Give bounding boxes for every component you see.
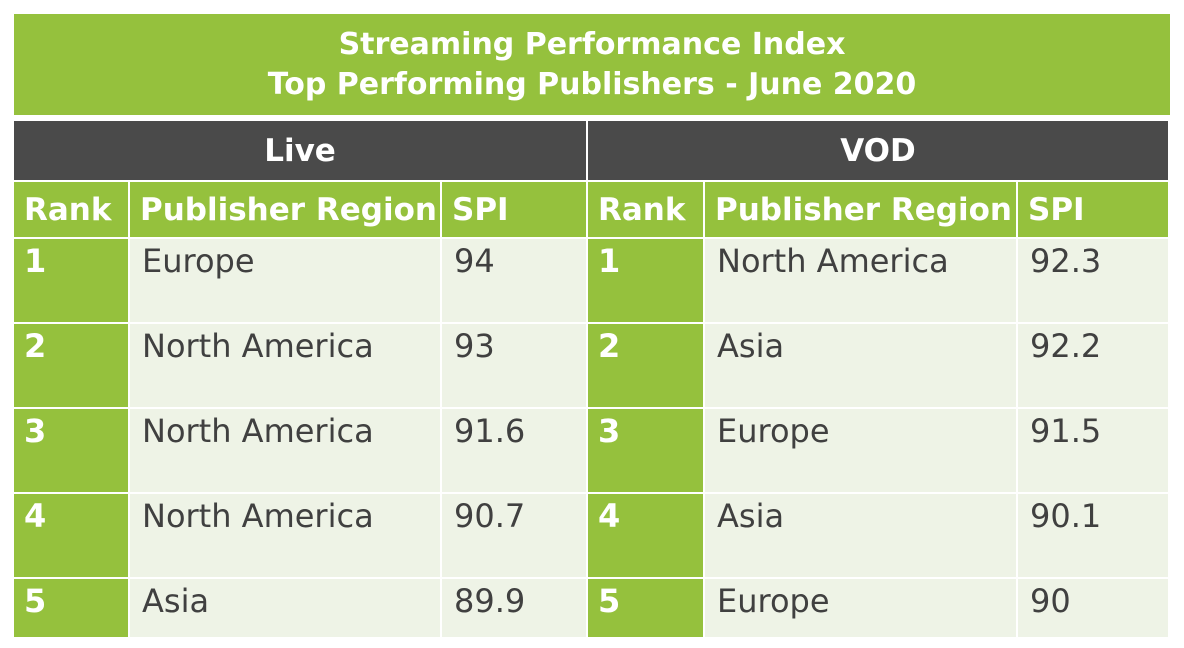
live-spi-cell: 91.6 xyxy=(442,409,586,492)
live-region-cell: North America xyxy=(130,409,440,492)
live-spi-cell: 89.9 xyxy=(442,579,586,637)
live-spi-cell: 94 xyxy=(442,239,586,322)
vod-region-cell: Asia xyxy=(705,324,1016,407)
live-rank-cell: 5 xyxy=(14,579,128,637)
table-row: 4 North America 90.7 4 Asia 90.1 xyxy=(14,494,1168,577)
live-region-cell: Europe xyxy=(130,239,440,322)
header-spi: SPI xyxy=(442,182,586,237)
header-region: Publisher Region xyxy=(130,182,440,237)
live-rank-cell: 2 xyxy=(14,324,128,407)
live-rank-cell: 4 xyxy=(14,494,128,577)
table-row: 5 Asia 89.9 5 Europe 90 xyxy=(14,579,1168,637)
header-rank: Rank xyxy=(588,182,703,237)
spi-table: Live VOD Rank Publisher Region SPI Rank … xyxy=(12,119,1170,639)
vod-rank-cell: 3 xyxy=(588,409,703,492)
column-header-row: Rank Publisher Region SPI Rank Publisher… xyxy=(14,182,1168,237)
vod-rank-cell: 5 xyxy=(588,579,703,637)
vod-region-cell: Europe xyxy=(705,409,1016,492)
table-row: 2 North America 93 2 Asia 92.2 xyxy=(14,324,1168,407)
vod-spi-cell: 92.2 xyxy=(1018,324,1168,407)
table-title: Streaming Performance Index Top Performi… xyxy=(14,14,1170,115)
live-spi-cell: 93 xyxy=(442,324,586,407)
header-spi: SPI xyxy=(1018,182,1168,237)
group-live: Live xyxy=(14,121,586,180)
title-line-1: Streaming Performance Index xyxy=(338,26,846,62)
vod-region-cell: North America xyxy=(705,239,1016,322)
vod-region-cell: Europe xyxy=(705,579,1016,637)
vod-rank-cell: 1 xyxy=(588,239,703,322)
header-rank: Rank xyxy=(14,182,128,237)
vod-region-cell: Asia xyxy=(705,494,1016,577)
live-rank-cell: 1 xyxy=(14,239,128,322)
live-rank-cell: 3 xyxy=(14,409,128,492)
vod-spi-cell: 91.5 xyxy=(1018,409,1168,492)
live-region-cell: Asia xyxy=(130,579,440,637)
vod-rank-cell: 2 xyxy=(588,324,703,407)
live-spi-cell: 90.7 xyxy=(442,494,586,577)
live-region-cell: North America xyxy=(130,494,440,577)
vod-spi-cell: 90.1 xyxy=(1018,494,1168,577)
vod-spi-cell: 90 xyxy=(1018,579,1168,637)
vod-spi-cell: 92.3 xyxy=(1018,239,1168,322)
title-line-2: Top Performing Publishers - June 2020 xyxy=(267,66,917,102)
group-vod: VOD xyxy=(588,121,1168,180)
group-header-row: Live VOD xyxy=(14,121,1168,180)
vod-rank-cell: 4 xyxy=(588,494,703,577)
table-row: 3 North America 91.6 3 Europe 91.5 xyxy=(14,409,1168,492)
live-region-cell: North America xyxy=(130,324,440,407)
table-row: 1 Europe 94 1 North America 92.3 xyxy=(14,239,1168,322)
header-region: Publisher Region xyxy=(705,182,1016,237)
